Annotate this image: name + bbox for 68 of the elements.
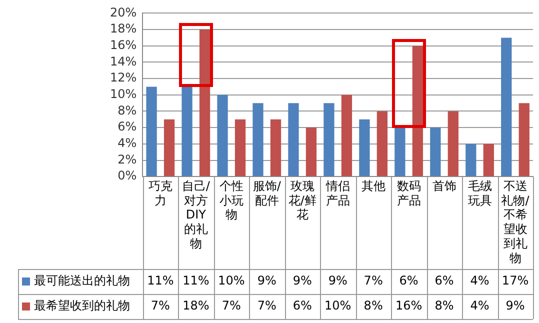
y-tick-label: 16% [110, 38, 137, 52]
x-tick-label: 巧克力 [148, 178, 172, 208]
y-tick-label: 4% [118, 136, 137, 150]
y-tick-label: 10% [110, 87, 137, 102]
data-label: 16% [395, 298, 422, 313]
data-label: 11% [147, 274, 174, 288]
data-label: 7% [364, 274, 383, 288]
x-tick-label: 毛绒玩具 [468, 178, 492, 208]
data-label: 8% [434, 298, 454, 313]
bar [270, 119, 282, 176]
data-label: 9% [292, 274, 312, 288]
bar [412, 46, 423, 176]
x-tick-label: 首饰 [432, 178, 456, 193]
bar [501, 38, 512, 176]
data-label: 6% [292, 298, 312, 313]
bar [306, 128, 317, 176]
data-label: 7% [257, 298, 276, 313]
bar [376, 111, 388, 176]
data-label: 8% [364, 298, 383, 313]
bar [217, 94, 228, 176]
bar [483, 144, 494, 176]
y-tick-label: 20% [110, 5, 137, 20]
bar [199, 30, 210, 176]
data-label: 10% [324, 298, 352, 313]
x-tick-label: 服饰/配件 [252, 178, 282, 208]
data-label: 10% [218, 274, 245, 288]
bar [182, 86, 192, 176]
bar [288, 103, 299, 176]
data-label: 7% [150, 298, 170, 313]
y-tick-label: 0% [118, 168, 137, 183]
x-tick-label: 其他 [361, 178, 386, 193]
x-tick-label: 数码产品 [396, 178, 421, 208]
bar [430, 128, 441, 176]
data-label: 17% [502, 274, 529, 288]
x-tick-label: 玫瑰花/鲜花 [288, 178, 316, 222]
data-label: 6% [399, 274, 418, 288]
data-label: 9% [506, 298, 525, 313]
y-tick-label: 6% [118, 120, 137, 134]
bar [466, 144, 476, 176]
bar [341, 94, 352, 176]
data-label: 18% [182, 298, 210, 313]
data-label: 4% [470, 274, 490, 288]
x-tick-label: 不送礼物/不希望收到礼物 [501, 178, 530, 265]
x-tick-label: 自己/对方DIY的礼物 [182, 178, 211, 251]
bar [359, 119, 370, 176]
y-tick-label: 2% [118, 152, 137, 166]
y-tick-label: 8% [118, 103, 137, 118]
data-label: 4% [470, 298, 490, 313]
legend-label: 最可能送出的礼物 [34, 274, 130, 288]
data-label: 9% [328, 274, 348, 288]
data-label: 7% [222, 298, 241, 313]
x-tick-label: 个性小玩物 [219, 178, 244, 222]
bar [394, 128, 406, 176]
y-tick-label: 18% [110, 22, 137, 36]
bar [146, 86, 157, 176]
x-tick-label: 情侣产品 [324, 178, 350, 208]
bar [234, 119, 246, 176]
bar [448, 111, 458, 176]
bar [518, 103, 530, 176]
data-label: 11% [182, 274, 210, 288]
bar [324, 103, 334, 176]
bar [164, 119, 175, 176]
bar [252, 103, 264, 176]
data-label: 6% [434, 274, 454, 288]
legend-label: 最希望收到的礼物 [34, 298, 130, 313]
y-tick-label: 12% [110, 70, 137, 85]
data-label: 9% [257, 274, 276, 288]
y-tick-label: 14% [110, 54, 137, 68]
